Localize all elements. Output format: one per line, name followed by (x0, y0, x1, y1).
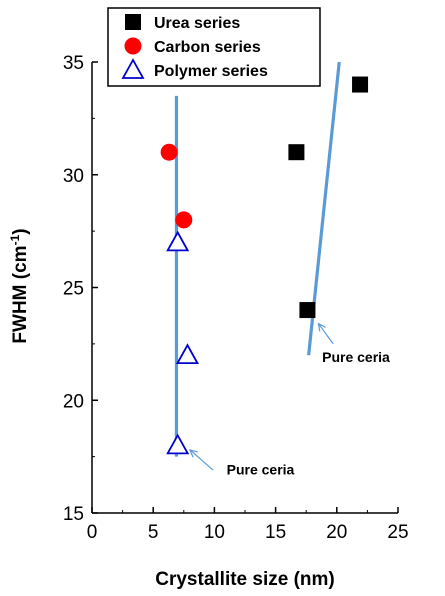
legend-items: Urea series Carbon series Polymer series (121, 14, 268, 80)
legend-marker (124, 37, 142, 55)
data-point (175, 343, 200, 365)
legend-marker (125, 14, 141, 30)
legend-marker (121, 58, 145, 79)
trend-line-layer (174, 61, 341, 457)
legend-label: Urea series (154, 15, 240, 32)
annotation-label: Pure ceria (322, 349, 390, 365)
data-point (352, 76, 369, 93)
data-point (166, 230, 190, 252)
x-axis-title: Crystallite size (nm) (155, 569, 335, 590)
legend-label: Polymer series (154, 63, 268, 80)
y-tick-label: 25 (63, 279, 84, 300)
legend: Urea series Carbon series Polymer series (107, 7, 321, 87)
data-point-layer (160, 76, 369, 455)
legend-label: Carbon series (154, 39, 261, 56)
data-point (299, 302, 316, 319)
tick-layer: 0 5 10 15 20 25 15 20 25 30 35 (63, 53, 409, 543)
data-point (288, 144, 305, 161)
y-tick-label: 15 (63, 504, 84, 525)
data-point (160, 143, 178, 161)
x-tick-label: 0 (87, 522, 98, 543)
annotation-arrow-shaft (317, 323, 334, 345)
y-tick-label: 35 (63, 53, 84, 74)
annotation-arrow-head (317, 322, 326, 332)
x-tick-label: 25 (387, 522, 408, 543)
x-tick-label: 15 (265, 522, 286, 543)
annotation-label: Pure ceria (227, 462, 295, 478)
y-tick-label: 20 (63, 391, 84, 412)
x-tick-label: 20 (326, 522, 347, 543)
data-point (175, 211, 193, 229)
annotation-arrow-shaft (189, 449, 214, 471)
annotation-arrow-head (188, 448, 198, 458)
annotation-layer: Pure ceria Pure ceria (188, 322, 390, 478)
x-tick-label: 10 (204, 522, 225, 543)
axes (91, 62, 398, 514)
data-point (166, 433, 190, 455)
legend-box (107, 7, 321, 87)
y-axis-title: FWHM (cm-1) (8, 228, 31, 343)
x-tick-label: 5 (148, 522, 159, 543)
y-tick-label: 30 (63, 166, 84, 187)
